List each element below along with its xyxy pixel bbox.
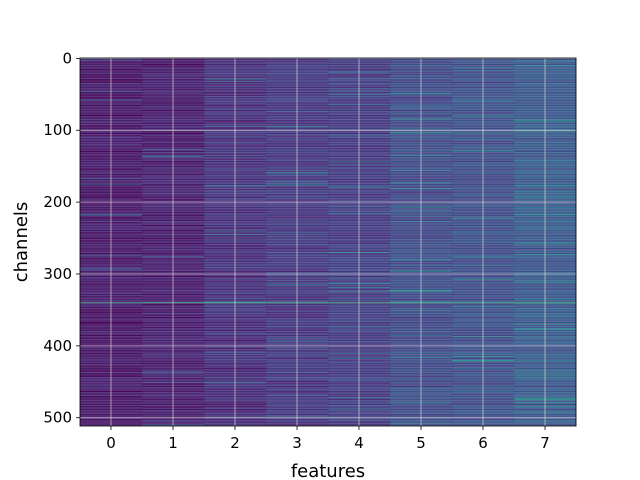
- x-tick-label: 3: [292, 434, 302, 452]
- heatmap-cells: [80, 58, 577, 427]
- x-tick-label: 4: [354, 434, 364, 452]
- x-tick-label: 0: [106, 434, 116, 452]
- plot-frame: [79, 57, 577, 427]
- y-tick-label: 0: [62, 49, 72, 67]
- y-axis-label: channels: [11, 202, 32, 283]
- x-axis-label: features: [291, 461, 365, 480]
- x-tick-label: 7: [540, 434, 550, 452]
- x-tick-label: 5: [416, 434, 426, 452]
- x-tick-label: 2: [230, 434, 240, 452]
- x-tick-label: 6: [478, 434, 488, 452]
- y-axis-ticks: 0 100 200 300 400 500: [43, 49, 80, 427]
- y-tick-label: 100: [43, 121, 72, 139]
- y-tick-label: 500: [43, 409, 72, 427]
- y-tick-label: 400: [43, 337, 72, 355]
- x-tick-label: 1: [168, 434, 178, 452]
- x-axis-ticks: 0 1 2 3 4 5 6 7: [106, 426, 550, 452]
- y-tick-label: 200: [43, 193, 72, 211]
- y-tick-label: 300: [43, 265, 72, 283]
- grid-lines: [80, 57, 576, 426]
